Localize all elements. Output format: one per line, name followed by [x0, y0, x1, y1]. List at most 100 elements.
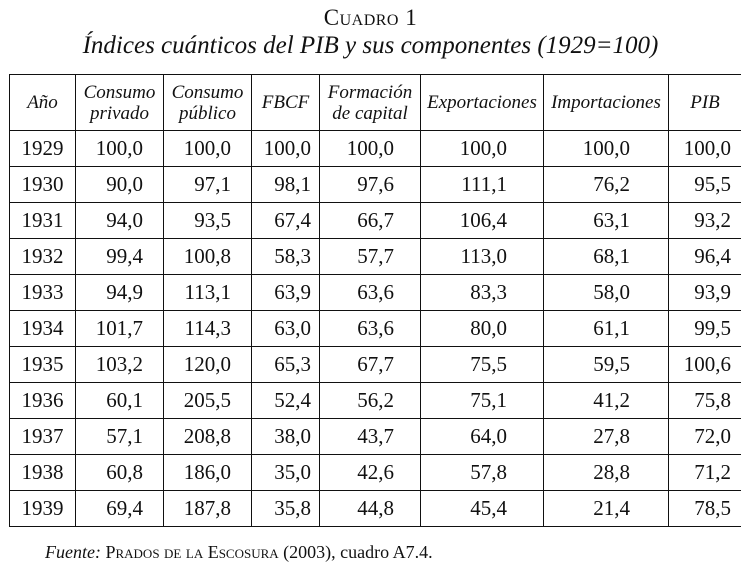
cell-exports: 75,1	[420, 382, 544, 419]
header-imports: Importaciones	[543, 74, 669, 131]
table-row: 1935 103,2 120,0 65,3 67,7 75,5 59,5 100,6	[9, 346, 741, 383]
cell-year: 1929	[9, 130, 76, 167]
cell-capital-formation: 63,6	[319, 274, 421, 311]
cell-capital-formation: 66,7	[319, 202, 421, 239]
cell-public-consumption: 187,8	[163, 490, 252, 527]
cell-exports: 57,8	[420, 454, 544, 491]
table-row: 1929 100,0 100,0 100,0 100,0 100,0 100,0 100,0	[9, 130, 741, 167]
table-row: 1932 99,4 100,8 58,3 57,7 113,0 68,1 96,4	[9, 238, 741, 275]
cell-capital-formation: 63,6	[319, 310, 421, 347]
cell-imports: 27,8	[543, 418, 669, 455]
header-capital-formation: Formación de capital	[319, 74, 421, 131]
cell-capital-formation: 57,7	[319, 238, 421, 275]
table-row: 1937 57,1 208,8 38,0 43,7 64,0 27,8 72,0	[9, 418, 741, 455]
cell-fbcf: 100,0	[251, 130, 320, 167]
cell-capital-formation: 43,7	[319, 418, 421, 455]
header-row: Año Consumo privado Consumo público FBCF F…	[9, 74, 741, 131]
table-row: 1934 101,7 114,3 63,0 63,6 80,0 61,1 99,5	[9, 310, 741, 347]
source-author: Prados de la Escosura	[105, 542, 279, 562]
cell-year: 1937	[9, 418, 76, 455]
header-exports: Exportaciones	[420, 74, 544, 131]
header-fbcf: FBCF	[251, 74, 320, 131]
cell-private-consumption: 101,7	[75, 310, 164, 347]
cell-exports: 64,0	[420, 418, 544, 455]
cell-public-consumption: 120,0	[163, 346, 252, 383]
data-table: Año Consumo privado Consumo público FBCF F…	[9, 74, 741, 527]
cell-public-consumption: 100,0	[163, 130, 252, 167]
cell-private-consumption: 100,0	[75, 130, 164, 167]
cell-imports: 61,1	[543, 310, 669, 347]
cell-capital-formation: 100,0	[319, 130, 421, 167]
table-row: 1931 94,0 93,5 67,4 66,7 106,4 63,1 93,2	[9, 202, 741, 239]
cell-public-consumption: 186,0	[163, 454, 252, 491]
cell-capital-formation: 42,6	[319, 454, 421, 491]
cell-exports: 45,4	[420, 490, 544, 527]
cell-public-consumption: 114,3	[163, 310, 252, 347]
cell-private-consumption: 103,2	[75, 346, 164, 383]
cell-imports: 63,1	[543, 202, 669, 239]
table-row: 1939 69,4 187,8 35,8 44,8 45,4 21,4 78,5	[9, 490, 741, 527]
cell-imports: 100,0	[543, 130, 669, 167]
cell-exports: 113,0	[420, 238, 544, 275]
cell-public-consumption: 113,1	[163, 274, 252, 311]
source-label: Fuente:	[45, 542, 101, 562]
source-note: Fuente: Prados de la Escosura (2003), cu…	[45, 542, 433, 563]
cell-public-consumption: 97,1	[163, 166, 252, 203]
cell-fbcf: 63,0	[251, 310, 320, 347]
header-private-consumption: Consumo privado	[75, 74, 164, 131]
cell-private-consumption: 90,0	[75, 166, 164, 203]
cell-capital-formation: 56,2	[319, 382, 421, 419]
header-year: Año	[9, 74, 76, 131]
cell-gdp: 100,6	[668, 346, 741, 383]
cell-private-consumption: 60,1	[75, 382, 164, 419]
cell-year: 1932	[9, 238, 76, 275]
cell-imports: 21,4	[543, 490, 669, 527]
cell-exports: 80,0	[420, 310, 544, 347]
cell-exports: 111,1	[420, 166, 544, 203]
cell-year: 1936	[9, 382, 76, 419]
cell-private-consumption: 57,1	[75, 418, 164, 455]
cell-year: 1935	[9, 346, 76, 383]
cell-year: 1933	[9, 274, 76, 311]
cell-fbcf: 35,8	[251, 490, 320, 527]
source-rest: (2003), cuadro A7.4.	[278, 542, 433, 562]
cell-public-consumption: 205,5	[163, 382, 252, 419]
cell-gdp: 93,2	[668, 202, 741, 239]
cell-capital-formation: 97,6	[319, 166, 421, 203]
cell-imports: 59,5	[543, 346, 669, 383]
cell-fbcf: 63,9	[251, 274, 320, 311]
cell-private-consumption: 99,4	[75, 238, 164, 275]
cell-exports: 106,4	[420, 202, 544, 239]
cell-gdp: 75,8	[668, 382, 741, 419]
cell-fbcf: 65,3	[251, 346, 320, 383]
cell-fbcf: 35,0	[251, 454, 320, 491]
cell-fbcf: 67,4	[251, 202, 320, 239]
header-gdp: PIB	[668, 74, 741, 131]
header-public-consumption: Consumo público	[163, 74, 252, 131]
cell-gdp: 96,4	[668, 238, 741, 275]
cell-capital-formation: 67,7	[319, 346, 421, 383]
cell-imports: 41,2	[543, 382, 669, 419]
cell-imports: 58,0	[543, 274, 669, 311]
cell-imports: 68,1	[543, 238, 669, 275]
cell-capital-formation: 44,8	[319, 490, 421, 527]
cell-public-consumption: 93,5	[163, 202, 252, 239]
cell-public-consumption: 100,8	[163, 238, 252, 275]
cell-gdp: 99,5	[668, 310, 741, 347]
cell-imports: 28,8	[543, 454, 669, 491]
cell-fbcf: 98,1	[251, 166, 320, 203]
cell-year: 1939	[9, 490, 76, 527]
table-row: 1938 60,8 186,0 35,0 42,6 57,8 28,8 71,2	[9, 454, 741, 491]
cell-gdp: 95,5	[668, 166, 741, 203]
cell-year: 1934	[9, 310, 76, 347]
cell-year: 1931	[9, 202, 76, 239]
cell-exports: 83,3	[420, 274, 544, 311]
cell-year: 1938	[9, 454, 76, 491]
cell-gdp: 93,9	[668, 274, 741, 311]
cell-private-consumption: 69,4	[75, 490, 164, 527]
cell-gdp: 72,0	[668, 418, 741, 455]
table-row: 1930 90,0 97,1 98,1 97,6 111,1 76,2 95,5	[9, 166, 741, 203]
cell-exports: 75,5	[420, 346, 544, 383]
table-row: 1936 60,1 205,5 52,4 56,2 75,1 41,2 75,8	[9, 382, 741, 419]
cell-gdp: 71,2	[668, 454, 741, 491]
